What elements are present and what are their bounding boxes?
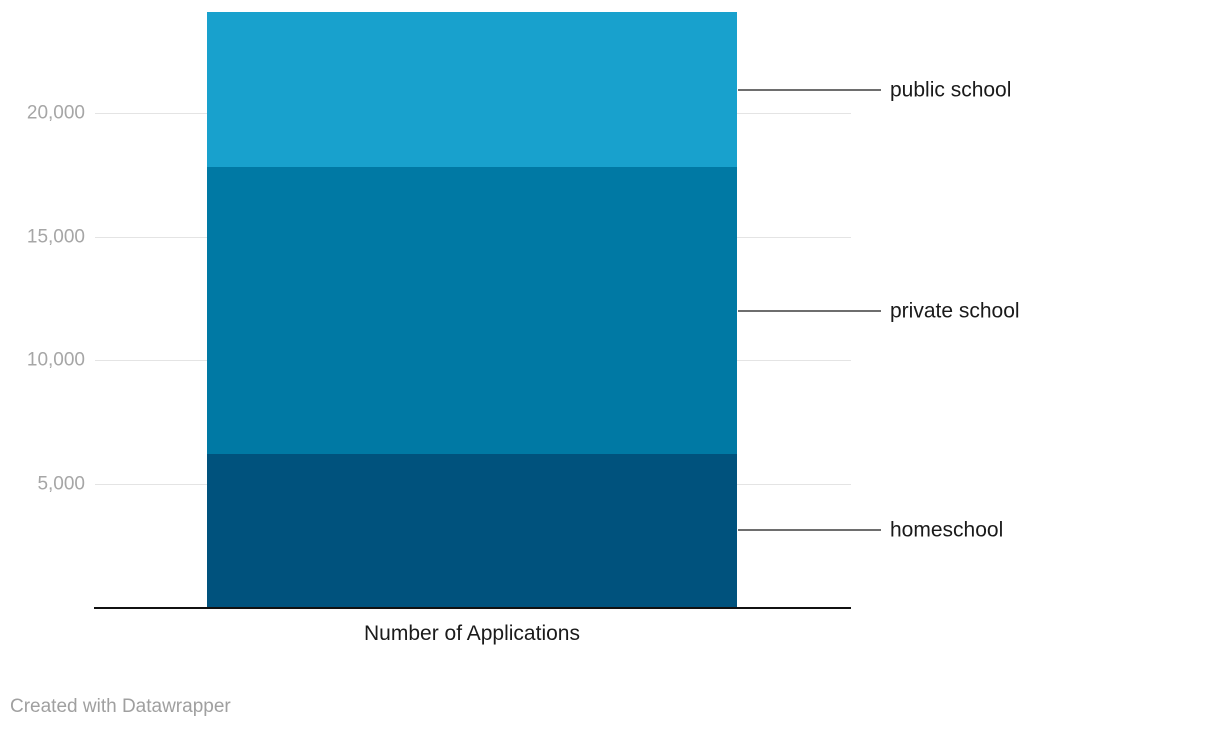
y-tick-label-15000: 15,000 xyxy=(26,226,85,247)
series-label-private-school: private school xyxy=(890,299,1020,323)
x-axis-line xyxy=(94,607,851,609)
series-label-public-school: public school xyxy=(890,78,1012,101)
series-label-homeschool: homeschool xyxy=(890,518,1004,542)
y-tick-label-20000: 20,000 xyxy=(26,102,85,124)
x-axis-label: Number of Applications xyxy=(364,622,580,645)
attribution-text: Created with Datawrapper xyxy=(10,696,231,717)
connector-line-private-school xyxy=(738,309,881,312)
bar-segment-public-school[interactable] xyxy=(207,11,737,168)
bar-segment-homeschool[interactable] xyxy=(207,453,737,607)
y-tick-label-10000: 10,000 xyxy=(26,349,85,371)
y-tick-label-5000: 5,000 xyxy=(37,473,85,494)
connector-line-public-school xyxy=(738,88,881,91)
connector-line-homeschool xyxy=(738,529,881,532)
bar-segment-private-school[interactable] xyxy=(207,167,737,454)
